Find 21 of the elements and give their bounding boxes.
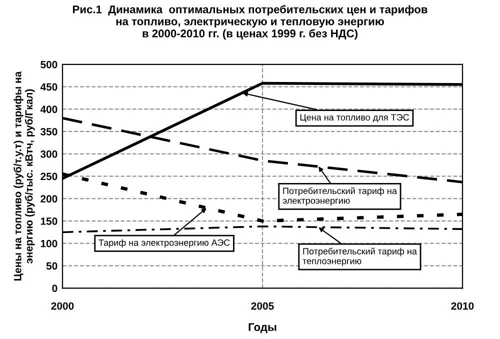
x-tick-label: 2000 <box>51 302 74 310</box>
x-axis-title: Годы <box>248 323 276 334</box>
y-tick-label: 200 <box>40 195 58 203</box>
chart-title: Рис.1 Динамика оптимальных потребительских цен и тарифов на топливо, электрическую и тепловую энергию в 2000-2010 гг. (в ценах 1999 г. без НДС) <box>73 5 428 40</box>
x-tick-label: 2010 <box>451 302 474 310</box>
y-tick-label: 350 <box>40 128 58 136</box>
y-tick-label: 300 <box>40 150 58 158</box>
y-tick-label: 450 <box>40 83 58 91</box>
y-tick-label: 0 <box>52 284 58 292</box>
y-tick-label: 100 <box>40 240 58 248</box>
annotation: Потребительский тариф на теплоэнергию <box>302 248 417 266</box>
annotation: Тариф на электроэнергию АЭС <box>98 239 230 248</box>
x-tick-label: 2005 <box>251 302 274 310</box>
y-tick-label: 500 <box>40 60 58 68</box>
y-tick-label: 150 <box>40 218 58 225</box>
y-tick-label: 400 <box>40 106 58 114</box>
y-tick-label: 250 <box>40 172 58 180</box>
y-tick-label: 50 <box>46 262 58 270</box>
y-axis-title: Цены на топливо (руб/т.у.т) и тарифы на энергию (руб/тыс. кВтч, руб/Гкал) <box>14 71 35 280</box>
annotation: Потребительский тариф на электроэнергию <box>282 187 397 206</box>
annotation: Цена на топливо для ТЭС <box>300 114 409 122</box>
